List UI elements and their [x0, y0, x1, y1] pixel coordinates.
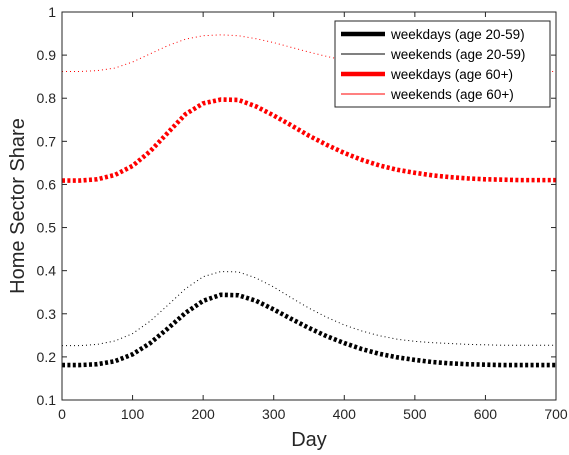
x-tick-label: 600	[474, 406, 498, 422]
x-tick-label: 300	[262, 406, 286, 422]
y-tick-label: 0.5	[37, 220, 57, 236]
y-tick-label: 0.1	[37, 392, 57, 408]
legend-label: weekdays (age 20-59)	[390, 27, 525, 42]
x-tick-label: 100	[121, 406, 145, 422]
x-tick-label: 200	[191, 406, 215, 422]
ticks-layer: 0 100 200 300 400 500 600 700 0.1 0.2 0.3 0.4 0.5 0.6…	[37, 4, 568, 422]
legend-label: weekdays (age 60+)	[390, 67, 513, 82]
y-tick-label: 0.3	[37, 306, 57, 322]
legend-label: weekends (age 20-59)	[390, 47, 525, 62]
axes-box	[61, 11, 557, 401]
y-axis-title: Home Sector Share	[7, 118, 29, 294]
y-tick-label: 0.6	[37, 176, 57, 192]
series-line-4	[62, 34, 556, 72]
legend: weekdays (age 20-59) weekends (age 20-59)…	[334, 20, 551, 108]
y-tick-label: 0.8	[37, 90, 57, 106]
y-tick-label: 0.2	[37, 349, 57, 365]
series-line-3	[62, 97, 556, 183]
x-tick-label: 700	[544, 406, 568, 422]
x-tick-label: 400	[333, 406, 357, 422]
y-tick-label: 0.4	[37, 263, 57, 279]
y-tick-label: 1	[48, 4, 56, 20]
series-layer	[62, 34, 556, 368]
y-tick-label: 0.7	[37, 133, 57, 149]
legend-label: weekends (age 60+)	[390, 87, 514, 102]
x-tick-label: 500	[403, 406, 427, 422]
x-tick-label: 0	[58, 406, 66, 422]
series-line-1	[62, 292, 556, 368]
axes-layer	[61, 11, 557, 401]
y-tick-label: 0.9	[37, 47, 57, 63]
x-axis-title: Day	[291, 429, 327, 451]
